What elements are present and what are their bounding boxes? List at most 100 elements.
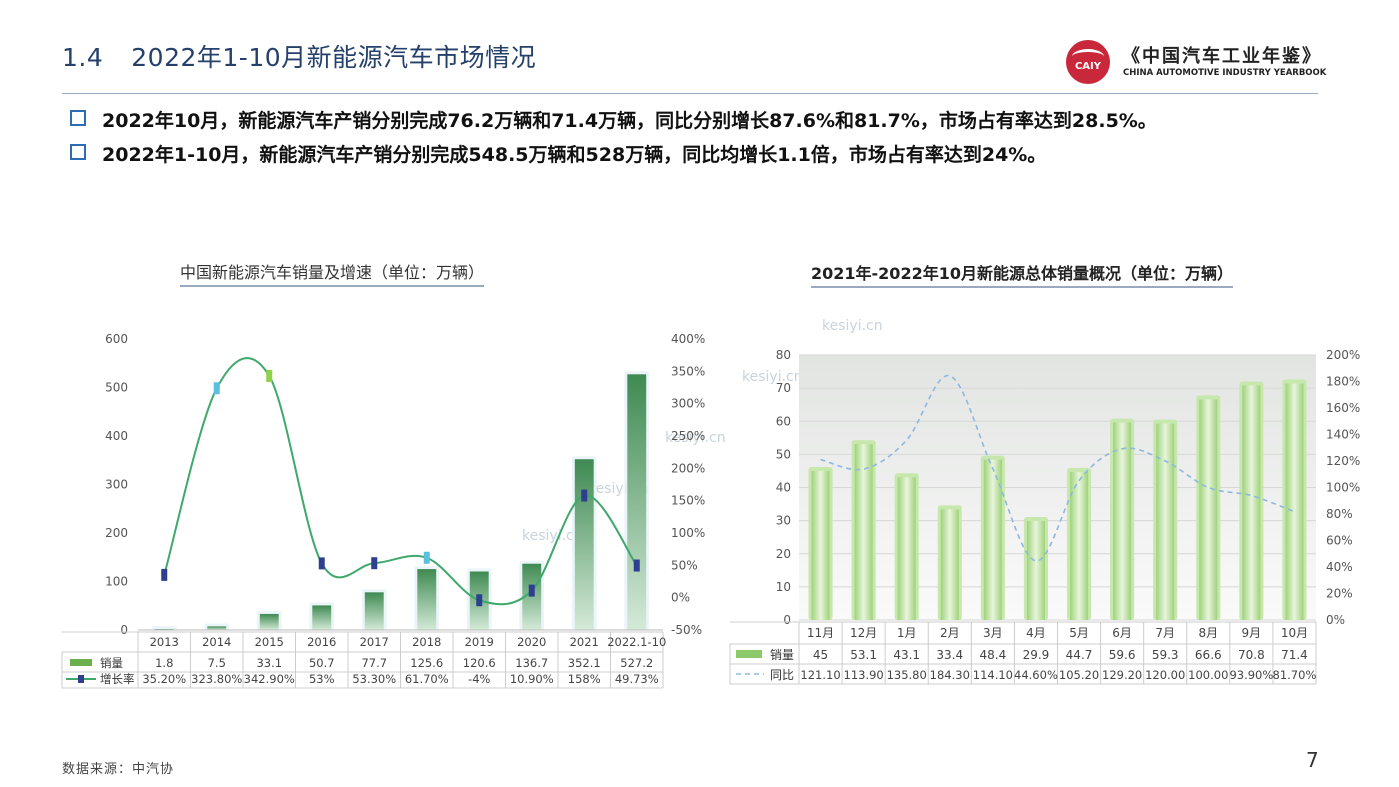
data-label: 29.9 <box>1023 648 1050 662</box>
bar <box>627 374 647 630</box>
data-label: 50.7 <box>309 656 335 670</box>
growth-point <box>581 489 588 502</box>
growth-point <box>161 568 168 581</box>
growth-point <box>633 559 640 572</box>
data-label: 129.20 <box>1102 668 1142 682</box>
y-right-tick-label: -50% <box>671 623 702 637</box>
data-label: 70.8 <box>1238 648 1265 662</box>
data-label: 114.10 <box>973 668 1013 682</box>
y-right-tick-label: 160% <box>1326 401 1360 415</box>
data-label: 184.30 <box>930 668 970 682</box>
watermark-text: kesiyi.cn <box>822 318 883 334</box>
y-left-tick-label: 30 <box>776 514 791 528</box>
y-left-tick-label: 40 <box>776 481 791 495</box>
x-tick-label: 11月 <box>807 626 834 640</box>
bar <box>522 563 542 630</box>
x-tick-label: 2021 <box>570 635 599 649</box>
x-tick-label: 8月 <box>1198 626 1218 640</box>
data-label: 53.30% <box>352 672 396 686</box>
y-right-tick-label: 150% <box>671 494 705 508</box>
data-label: 35.20% <box>142 672 186 686</box>
y-right-tick-label: 400% <box>671 332 705 346</box>
data-label: 59.6 <box>1109 648 1136 662</box>
bar-glow <box>151 626 177 630</box>
x-tick-label: 9月 <box>1242 626 1262 640</box>
y-left-tick-label: 600 <box>105 332 128 346</box>
watermark-text: kesiyi.cn <box>522 528 583 544</box>
data-label: 44.60% <box>1014 668 1058 682</box>
y-left-tick-label: 400 <box>105 429 128 443</box>
data-label: 158% <box>568 672 601 686</box>
data-label: 342.90% <box>244 672 295 686</box>
y-right-tick-label: 40% <box>1326 560 1353 574</box>
x-tick-label: 5月 <box>1069 626 1089 640</box>
title-underline <box>180 285 485 287</box>
square-bullet-icon <box>70 110 86 126</box>
x-tick-label: 2013 <box>150 635 179 649</box>
x-tick-label: 3月 <box>983 626 1003 640</box>
chart-1-title: 中国新能源汽车销量及增速（单位：万辆） <box>180 259 485 287</box>
y-right-tick-label: 60% <box>1326 534 1353 548</box>
growth-point <box>318 557 325 570</box>
y-left-tick-label: 0 <box>120 623 128 637</box>
legend-bar-swatch <box>70 659 92 666</box>
x-tick-label: 2020 <box>517 635 546 649</box>
data-label: 120.00 <box>1145 668 1185 682</box>
data-label: 48.4 <box>980 648 1007 662</box>
chart-1-title-text: 中国新能源汽车销量及增速（单位：万辆） <box>180 263 485 282</box>
data-label: 59.3 <box>1152 648 1179 662</box>
bar <box>1069 471 1089 620</box>
y-left-tick-label: 300 <box>105 478 128 492</box>
logo-badge: CAIY <box>1066 40 1110 84</box>
title-text: 2022年1-10月新能源汽车市场情况 <box>131 43 537 72</box>
y-right-tick-label: 100% <box>1326 481 1360 495</box>
x-tick-label: 2015 <box>255 635 284 649</box>
y-left-tick-label: 80 <box>776 348 791 362</box>
growth-point <box>528 584 535 597</box>
section-number: 1.4 <box>62 43 104 72</box>
x-tick-label: 2018 <box>412 635 441 649</box>
data-label: 7.5 <box>208 656 226 670</box>
bar <box>417 569 437 630</box>
bar <box>312 605 332 630</box>
data-label: 66.6 <box>1195 648 1222 662</box>
data-label: 53% <box>309 672 335 686</box>
y-left-tick-label: 70 <box>776 381 791 395</box>
legend-label: 销量 <box>100 656 123 670</box>
bar <box>811 470 830 620</box>
y-right-tick-label: 200% <box>1326 348 1360 362</box>
legend-line-marker <box>78 675 84 683</box>
x-tick-label: 10月 <box>1281 626 1308 640</box>
data-label: -4% <box>468 672 490 686</box>
y-right-tick-label: 0% <box>671 591 690 605</box>
bar <box>983 459 1002 620</box>
data-label: 44.7 <box>1066 648 1093 662</box>
legend-bar-swatch <box>736 650 762 658</box>
title-underline <box>811 286 1233 288</box>
legend-label: 销量 <box>770 648 794 662</box>
bar <box>1156 423 1175 620</box>
bar <box>207 626 227 630</box>
bar <box>1242 385 1261 620</box>
x-tick-label: 2019 <box>465 635 494 649</box>
data-label: 135.80 <box>887 668 927 682</box>
growth-point <box>423 551 430 564</box>
data-label: 121.10 <box>800 668 840 682</box>
y-right-tick-label: 80% <box>1326 507 1353 521</box>
bullet-text-1: 2022年10月，新能源汽车产销分别完成76.2万辆和71.4万辆，同比分别增长… <box>102 110 1157 132</box>
legend-label: 同比 <box>770 668 794 682</box>
page-title: 1.4 2022年1-10月新能源汽车市场情况 <box>62 38 536 74</box>
data-label: 45 <box>813 648 828 662</box>
x-tick-label: 2月 <box>940 626 960 640</box>
x-tick-label: 2014 <box>202 635 231 649</box>
data-label: 125.6 <box>410 656 443 670</box>
y-left-tick-label: 0 <box>783 613 791 627</box>
legend-label: 增长率 <box>100 672 135 686</box>
y-right-tick-label: 140% <box>1326 428 1360 442</box>
data-label: 323.80% <box>191 672 242 686</box>
y-right-tick-label: 250% <box>671 429 705 443</box>
data-label: 10.90% <box>510 672 554 686</box>
y-right-tick-label: 100% <box>671 526 705 540</box>
bar <box>574 459 594 630</box>
data-label: 33.4 <box>936 648 963 662</box>
